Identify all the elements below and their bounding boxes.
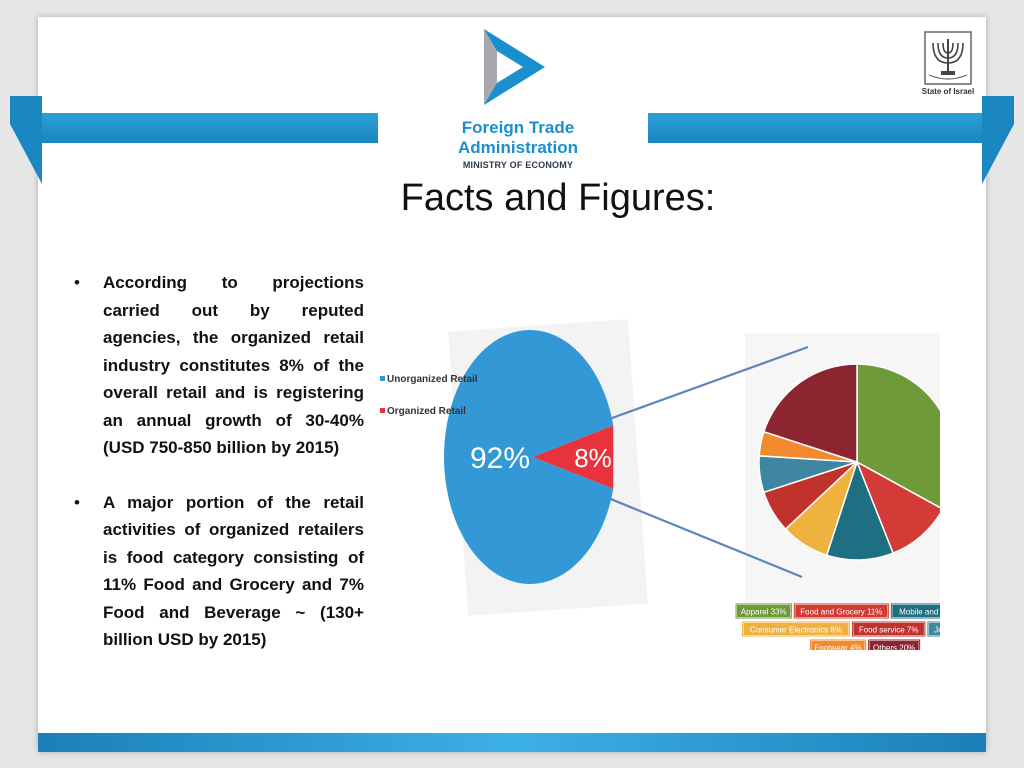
legend-label: Footwear 4% bbox=[814, 644, 861, 651]
agency-name-line1: Foreign Trade bbox=[461, 118, 575, 137]
bullet-item: A major portion of the retail activities… bbox=[68, 489, 364, 654]
legend-swatch bbox=[380, 376, 385, 381]
state-emblem-icon bbox=[924, 31, 972, 85]
pie-slice-unorganized-retail bbox=[444, 330, 614, 584]
legend-swatch bbox=[892, 605, 940, 617]
legend-label: Others 20% bbox=[873, 644, 915, 651]
data-label: 92% bbox=[470, 442, 530, 475]
legend-swatch bbox=[737, 605, 791, 617]
legend-label: Mobile and telecom 11% bbox=[899, 608, 940, 617]
legend-swatch bbox=[853, 623, 924, 635]
legend-label: Food service 7% bbox=[859, 626, 919, 635]
legend-label: Consumer Electronics 8% bbox=[750, 626, 842, 635]
left-ribbon-fold bbox=[10, 96, 42, 184]
agency-name-line2: Administration bbox=[458, 138, 578, 157]
retail-share-pie: 92% 8% bbox=[444, 330, 614, 584]
pie-slice-organized-retail bbox=[533, 425, 614, 489]
right-ribbon-fold bbox=[982, 96, 1014, 184]
legend-swatch bbox=[811, 641, 865, 650]
slide-title: Facts and Figures: bbox=[400, 177, 716, 219]
data-label: 8% bbox=[574, 443, 612, 473]
legend-swatch bbox=[869, 641, 919, 650]
play-logo-icon bbox=[484, 29, 545, 105]
bullet-list: According to projections carried out by … bbox=[68, 269, 364, 681]
header-band-left bbox=[38, 113, 378, 143]
legend-label: Organized Retail bbox=[387, 406, 466, 417]
legend-swatch bbox=[380, 408, 385, 413]
legend-label: Jewellery 6% bbox=[934, 626, 940, 635]
pie-slice-food-and-grocery bbox=[855, 460, 940, 555]
legend-swatch bbox=[928, 623, 940, 635]
ministry-name: MINISTRY OF ECONOMY bbox=[462, 160, 574, 170]
state-label: State of Israel bbox=[921, 87, 975, 96]
bullet-item: According to projections carried out by … bbox=[68, 269, 364, 462]
pie-slice-mobile-and-telecom bbox=[825, 459, 895, 561]
category-share-legend: Apparel 33% Food and Grocery 11% Mobile an… bbox=[735, 603, 940, 651]
legend-swatch bbox=[795, 605, 888, 617]
legend-label: Food and Grocery 11% bbox=[800, 608, 882, 617]
pie-slice-apparel bbox=[856, 363, 940, 509]
header-band-right bbox=[648, 113, 986, 143]
category-share-pie bbox=[758, 363, 940, 561]
footer-band bbox=[38, 733, 986, 752]
pie-slice-others bbox=[762, 363, 858, 464]
retail-share-legend: Unorganized Retail Organized Retail bbox=[380, 374, 478, 417]
retail-pie-charts: 92% 8% Unorganized Retail Organized Retail… bbox=[380, 319, 940, 651]
legend-label: Unorganized Retail bbox=[387, 374, 478, 385]
legend-label: Apparel 33% bbox=[741, 608, 787, 617]
legend-swatch bbox=[743, 623, 849, 635]
